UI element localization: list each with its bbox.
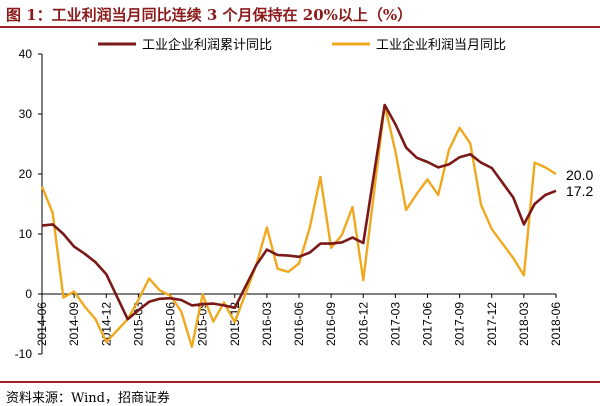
- y-tick-label: 40: [19, 47, 33, 61]
- series-line-monthly: [40, 103, 557, 348]
- x-tick-label: 2014-06: [35, 302, 49, 346]
- source-bar: 资料来源：Wind，招商证券: [0, 381, 600, 406]
- x-tick-label: 2016-03: [260, 302, 274, 346]
- chart-lines: [40, 103, 557, 348]
- y-tick-label: 30: [19, 107, 33, 121]
- x-tick-label: 2017-09: [453, 302, 467, 346]
- end-label-monthly: 20.0: [566, 167, 593, 183]
- x-tick-label: 2016-06: [292, 302, 306, 346]
- chart-title: 图 1：工业利润当月同比连续 3 个月保持在 20%以上（%）: [6, 6, 413, 24]
- series-line-cumulative: [41, 103, 557, 321]
- end-label-cumulative: 17.2: [566, 183, 593, 199]
- x-tick-label: 2015-06: [164, 302, 178, 346]
- title-bar: 图 1：工业利润当月同比连续 3 个月保持在 20%以上（%）: [0, 0, 600, 28]
- x-tick-label: 2018-06: [549, 302, 563, 346]
- x-tick-label: 2016-12: [356, 302, 370, 346]
- x-tick-label: 2016-09: [324, 302, 338, 346]
- y-tick-label: -10: [15, 347, 33, 361]
- source-note: 资料来源：Wind，招商证券: [6, 391, 170, 406]
- legend-label-monthly: 工业企业利润当月同比: [376, 37, 506, 53]
- x-tick-label: 2017-12: [485, 302, 499, 346]
- legend-label-cumulative: 工业企业利润累计同比: [142, 37, 272, 53]
- chart-legend: 工业企业利润累计同比 工业企业利润当月同比: [98, 37, 506, 53]
- x-tick-label: 2017-06: [421, 302, 435, 346]
- y-tick-label: 20: [19, 167, 33, 181]
- x-tick-label: 2017-03: [388, 302, 402, 346]
- x-tick-label: 2018-03: [517, 302, 531, 346]
- y-tick-label: 0: [25, 287, 32, 301]
- y-tick-label: 10: [19, 227, 33, 241]
- x-tick-label: 2014-09: [67, 302, 81, 346]
